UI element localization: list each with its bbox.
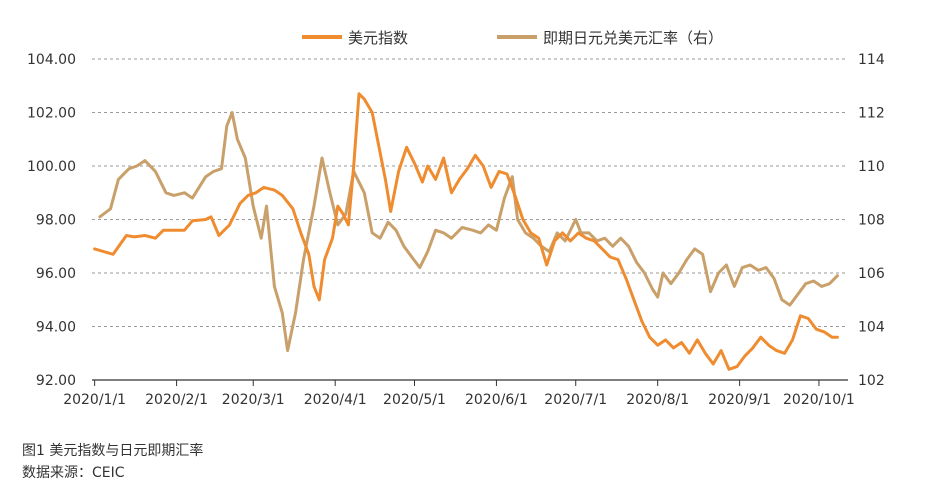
y-right-tick-label: 106 bbox=[858, 266, 885, 282]
x-tick-label: 2020/3/1 bbox=[222, 392, 285, 408]
x-tick-label: 2020/7/1 bbox=[544, 392, 607, 408]
y-left-tick-label: 100.00 bbox=[27, 159, 76, 175]
y-right-tick-label: 114 bbox=[858, 52, 885, 68]
x-tick-label: 2020/8/1 bbox=[626, 392, 689, 408]
figure-caption: 图1 美元指数与日元即期汇率 bbox=[22, 443, 204, 459]
y-right-tick-label: 102 bbox=[858, 373, 885, 389]
y-left-tick-label: 92.00 bbox=[36, 373, 76, 389]
x-tick-label: 2020/10/1 bbox=[783, 392, 855, 408]
legend-label: 即期日元兑美元汇率（右） bbox=[543, 29, 723, 47]
legend-label: 美元指数 bbox=[348, 29, 408, 47]
x-tick-label: 2020/4/1 bbox=[304, 392, 367, 408]
x-tick-label: 2020/6/1 bbox=[465, 392, 528, 408]
y-right-tick-label: 104 bbox=[858, 320, 885, 336]
figure-source: 数据来源：CEIC bbox=[22, 465, 125, 481]
y-left-tick-label: 102.00 bbox=[27, 106, 76, 122]
y-right-tick-label: 108 bbox=[858, 213, 885, 229]
x-tick-label: 2020/9/1 bbox=[708, 392, 771, 408]
series-line-usdjpy bbox=[98, 111, 839, 353]
y-left-tick-label: 104.00 bbox=[27, 52, 76, 68]
y-left-tick-label: 96.00 bbox=[36, 266, 76, 282]
y-right-tick-label: 110 bbox=[858, 159, 885, 175]
series-line-dollar-index bbox=[93, 92, 839, 371]
y-right-tick-label: 112 bbox=[858, 106, 885, 122]
dual-axis-line-chart: 92.00 94.00 96.00 98.00 100.00 102.00 104.00 10… bbox=[27, 29, 885, 408]
x-tick-label: 2020/1/1 bbox=[63, 392, 126, 408]
x-tick-label: 2020/5/1 bbox=[383, 392, 446, 408]
y-left-tick-label: 94.00 bbox=[36, 320, 76, 336]
y-left-tick-label: 98.00 bbox=[36, 213, 76, 229]
x-tick-label: 2020/2/1 bbox=[145, 392, 208, 408]
